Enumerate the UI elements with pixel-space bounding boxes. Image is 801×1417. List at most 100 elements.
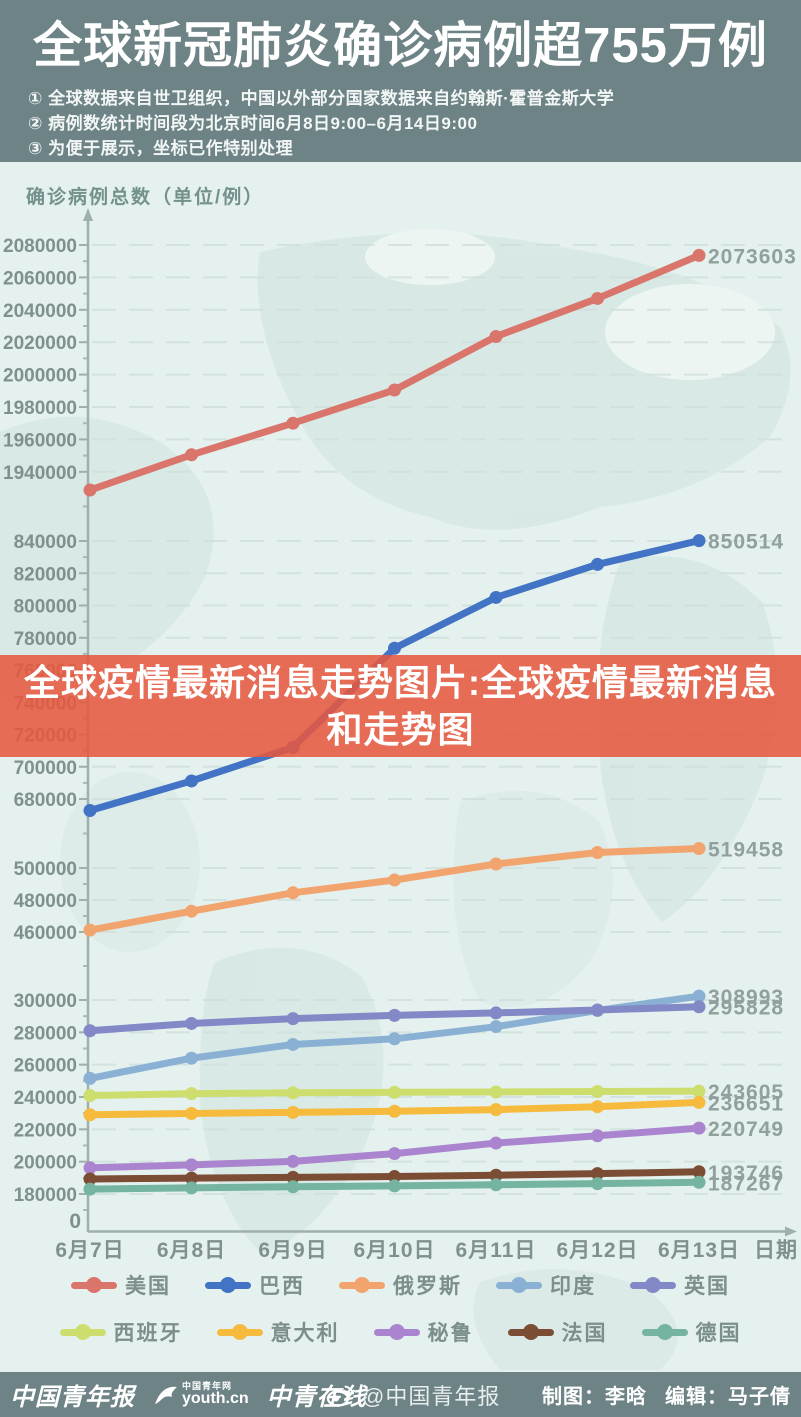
series-line bbox=[86, 251, 703, 494]
data-point bbox=[185, 1158, 198, 1172]
data-point bbox=[286, 1170, 300, 1184]
data-point bbox=[692, 1000, 706, 1014]
series-end-label: 850514 bbox=[708, 531, 784, 554]
youth-url-label: youth.cn bbox=[182, 1390, 249, 1407]
dove-icon bbox=[155, 1386, 177, 1404]
legend-label: 秘鲁 bbox=[427, 1322, 474, 1345]
data-point bbox=[83, 1172, 97, 1186]
credit-maker: 制图：李晗 bbox=[542, 1386, 647, 1408]
y-axis-arrow bbox=[83, 208, 93, 221]
cyd-newspaper-logo: 中国青年报 bbox=[10, 1382, 135, 1411]
data-point bbox=[83, 1182, 97, 1196]
data-point bbox=[185, 1016, 198, 1030]
data-point bbox=[83, 804, 97, 818]
legend-dot bbox=[74, 1324, 91, 1340]
legend-item: 法国 bbox=[507, 1317, 608, 1347]
youth-cn-logo: 中国青年网 youth.cn bbox=[153, 1382, 249, 1407]
data-point bbox=[185, 904, 198, 918]
data-point bbox=[388, 641, 401, 655]
legend-swatch bbox=[216, 1324, 263, 1340]
y-tick-label: 680000 bbox=[14, 790, 77, 811]
legend-label: 英国 bbox=[684, 1275, 730, 1298]
y-tick-label: 2040000 bbox=[3, 301, 77, 322]
legend-item: 巴西 bbox=[205, 1270, 305, 1300]
data-point bbox=[83, 483, 97, 497]
data-point bbox=[388, 383, 401, 397]
legend-item: 德国 bbox=[641, 1317, 742, 1347]
legend-item: 秘鲁 bbox=[373, 1317, 474, 1347]
chart-area: 确诊病例总数（单位/例） 2080000 2060000 2040000 202000… bbox=[0, 162, 801, 1372]
legend-row-1: 美国 巴西 俄罗斯 印度 英国 bbox=[0, 1270, 801, 1300]
header-notes: ① 全球数据来自世卫组织，中国以外部分国家数据来自约翰斯·霍普金斯大学 ② 病例… bbox=[28, 86, 614, 161]
legend-swatch bbox=[496, 1277, 542, 1293]
data-point bbox=[489, 857, 503, 871]
data-point bbox=[489, 1006, 503, 1020]
legend-item: 英国 bbox=[630, 1270, 730, 1300]
watermark-banner: 全球疫情最新消息走势图片:全球疫情最新消息 和走势图 bbox=[0, 655, 801, 757]
credits: 制图：李晗 编辑：马子倩 bbox=[542, 1380, 791, 1409]
y-tick-label: 220000 bbox=[14, 1120, 77, 1141]
data-point bbox=[692, 1165, 706, 1179]
data-point bbox=[83, 1071, 97, 1085]
y-tick-label: 480000 bbox=[14, 891, 77, 912]
legend-swatch bbox=[59, 1324, 106, 1340]
series-end-label: 308993 bbox=[708, 986, 784, 1009]
y-tick-label: 780000 bbox=[14, 629, 77, 650]
weibo-account: @中国青年报 bbox=[326, 1379, 500, 1411]
legend-dot bbox=[511, 1277, 527, 1293]
legend-row-2: 西班牙 意大利 秘鲁 法国 德国 bbox=[0, 1317, 801, 1347]
x-tick-label: 6月8日 bbox=[157, 1239, 226, 1262]
legend-dot bbox=[86, 1277, 102, 1293]
legend-label: 巴西 bbox=[259, 1275, 305, 1298]
data-point bbox=[388, 1179, 401, 1193]
data-point bbox=[185, 448, 198, 462]
legend-dot bbox=[354, 1277, 370, 1293]
series-end-label: 193746 bbox=[708, 1162, 784, 1185]
y-tick-label: 820000 bbox=[14, 564, 77, 585]
legend-label: 美国 bbox=[125, 1275, 171, 1298]
legend-dot bbox=[645, 1277, 661, 1293]
legend-dot bbox=[231, 1324, 248, 1340]
legend: 美国 巴西 俄罗斯 印度 英国 西班牙 意大利 秘鲁 法国 德国 bbox=[0, 1270, 801, 1364]
y-tick-label: 280000 bbox=[14, 1023, 77, 1044]
credit-editor: 编辑：马子倩 bbox=[665, 1386, 791, 1408]
data-point bbox=[692, 989, 706, 1003]
data-point bbox=[388, 1032, 401, 1046]
origin-label: 0 bbox=[69, 1210, 82, 1233]
data-point bbox=[185, 774, 198, 788]
legend-item: 西班牙 bbox=[59, 1317, 183, 1347]
data-point bbox=[286, 416, 300, 430]
data-point bbox=[591, 1100, 604, 1114]
data-point bbox=[286, 1154, 300, 1168]
footer: 中国青年报 中国青年网 youth.cn 中青在线 @中国青年报 制图：李晗 编… bbox=[0, 1372, 801, 1417]
data-point bbox=[591, 291, 604, 305]
data-point bbox=[591, 557, 604, 571]
legend-swatch bbox=[641, 1324, 688, 1340]
data-point bbox=[591, 1177, 604, 1191]
x-tick-label: 6月7日 bbox=[55, 1239, 124, 1262]
series-end-label: 2073603 bbox=[708, 245, 797, 268]
series-end-label: 236651 bbox=[708, 1092, 784, 1115]
data-point bbox=[489, 1085, 503, 1099]
series-end-label: 243605 bbox=[708, 1081, 784, 1104]
data-point bbox=[388, 1085, 401, 1099]
data-point bbox=[692, 248, 706, 262]
legend-item: 俄罗斯 bbox=[339, 1270, 462, 1300]
legend-dot bbox=[220, 1277, 236, 1293]
legend-label: 法国 bbox=[561, 1322, 608, 1345]
data-point bbox=[83, 1108, 97, 1122]
data-point bbox=[692, 1175, 706, 1189]
y-tick-label: 500000 bbox=[14, 859, 77, 880]
data-point bbox=[83, 1161, 97, 1175]
data-point bbox=[185, 1087, 198, 1101]
data-point bbox=[286, 886, 300, 900]
y-tick-label: 800000 bbox=[14, 597, 77, 618]
data-point bbox=[489, 1168, 503, 1182]
legend-item: 美国 bbox=[71, 1270, 171, 1300]
data-point bbox=[591, 1167, 604, 1181]
data-point bbox=[83, 923, 97, 937]
x-tick-label: 6月9日 bbox=[258, 1239, 327, 1262]
y-tick-label: 2020000 bbox=[3, 333, 77, 354]
y-tick-label: 840000 bbox=[14, 532, 77, 553]
watermark-line1: 全球疫情最新消息走势图片:全球疫情最新消息 bbox=[24, 662, 777, 703]
